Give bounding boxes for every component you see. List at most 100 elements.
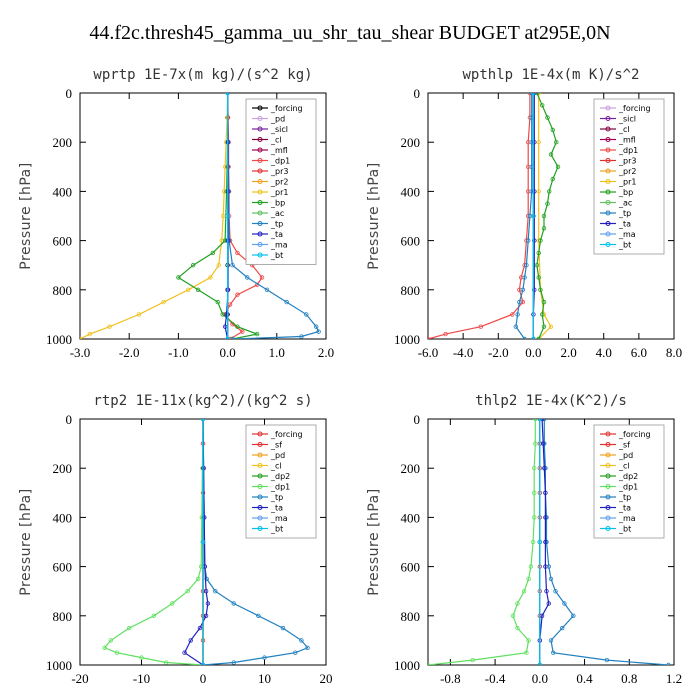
legend-marker — [257, 442, 263, 447]
legend-label: _cl — [270, 136, 282, 145]
series-point — [526, 638, 531, 643]
x-tick-label: 0.0 — [532, 671, 548, 686]
series-point — [515, 312, 520, 317]
series-point — [550, 176, 555, 182]
y-tick-label: 400 — [53, 184, 73, 199]
series-point — [522, 336, 527, 339]
legend-marker — [605, 210, 611, 216]
legend-marker — [257, 452, 263, 458]
y-tick-label: 600 — [401, 560, 421, 575]
series-point — [545, 201, 550, 206]
series-point — [515, 625, 520, 631]
legend-label: _ta — [270, 504, 283, 513]
series-point — [532, 490, 537, 495]
y-tick-label: 400 — [401, 184, 421, 199]
legend-label: _bt — [618, 241, 631, 250]
series-point — [227, 302, 233, 307]
y-tick-label: 400 — [53, 510, 73, 525]
series-point — [227, 336, 233, 339]
legend-label: _pr2 — [270, 178, 288, 187]
x-tick-label: -2.0 — [119, 345, 140, 360]
series-point — [200, 419, 206, 422]
legend-label: _ma — [270, 514, 288, 523]
series-line-dp1 — [428, 419, 536, 665]
series-point — [205, 601, 211, 606]
series-point — [215, 299, 220, 305]
series-point — [210, 250, 216, 256]
series-point — [280, 625, 286, 631]
legend-marker — [257, 484, 263, 489]
legend-label: _cl — [618, 125, 630, 134]
legend-marker — [257, 116, 263, 121]
series-point — [547, 189, 552, 194]
series-point — [544, 589, 549, 594]
series-point — [316, 329, 321, 334]
series-line-bp — [536, 93, 559, 339]
chart-panel-2: rtp2 1E-11x(kg^2)/(kg^2 s) Pressure [hPa]… — [18, 393, 333, 686]
legend-marker — [257, 526, 263, 531]
legend-marker — [257, 242, 263, 247]
series-point — [195, 287, 201, 292]
series-point — [200, 539, 206, 545]
series-group — [102, 419, 310, 665]
legend-marker — [605, 147, 611, 153]
plot-frame — [79, 92, 327, 340]
series-point — [225, 93, 230, 96]
series-point — [197, 625, 203, 631]
series-point — [538, 287, 543, 292]
series-point — [542, 466, 547, 471]
legend-marker — [257, 463, 263, 468]
legend-label: _tp — [270, 220, 283, 229]
plot-frame — [427, 418, 675, 666]
legend-label: _bt — [270, 525, 283, 534]
series-point — [532, 515, 537, 520]
series-point — [240, 329, 245, 334]
x-tick-label: -4.0 — [453, 345, 474, 360]
series-point — [313, 324, 319, 329]
series-point — [534, 93, 540, 96]
series-point — [225, 213, 230, 219]
series-point — [231, 601, 236, 606]
plot-frame — [427, 92, 675, 340]
legend-marker — [605, 116, 611, 121]
y-tick-label: 200 — [53, 461, 73, 476]
series-point — [537, 539, 543, 545]
legend-marker — [257, 515, 263, 521]
legend-label: _tp — [618, 493, 631, 502]
series-point — [222, 324, 228, 329]
legend-marker — [605, 221, 611, 226]
series-point — [510, 613, 516, 618]
series-point — [203, 589, 209, 594]
x-tick-label: -2.0 — [488, 345, 509, 360]
series-point — [478, 324, 483, 329]
legend-marker — [605, 105, 611, 111]
x-tick-label: -1.0 — [168, 345, 189, 360]
series-point — [305, 645, 310, 650]
series-point — [551, 650, 556, 655]
series-group — [80, 93, 321, 339]
legend-marker — [257, 210, 263, 216]
series-point — [304, 312, 309, 317]
legend-label: _cl — [618, 462, 630, 471]
series-point — [170, 601, 175, 606]
series-point — [245, 275, 250, 280]
legend-label: _dp2 — [270, 472, 290, 481]
series-line-pr1 — [80, 93, 229, 339]
legend-label: _dp1 — [618, 146, 638, 155]
legend-marker — [257, 231, 263, 237]
series-point — [139, 655, 144, 660]
legend-label: _pr1 — [270, 188, 288, 197]
legend-label: _sicl — [618, 115, 636, 124]
legend-label: _ta — [270, 230, 283, 239]
legend-label: _sf — [618, 441, 630, 450]
series-line-pr1 — [538, 93, 552, 339]
x-tick-label: -20 — [71, 671, 88, 686]
y-axis-label: Pressure [hPa] — [18, 488, 34, 595]
series-point — [299, 334, 304, 339]
panel-title: rtp2 1E-11x(kg^2)/(kg^2 s) — [93, 393, 312, 409]
series-point — [553, 589, 558, 594]
series-point — [545, 115, 550, 120]
series-point — [126, 625, 132, 631]
legend-marker — [605, 158, 611, 163]
y-tick-label: 400 — [401, 510, 421, 525]
